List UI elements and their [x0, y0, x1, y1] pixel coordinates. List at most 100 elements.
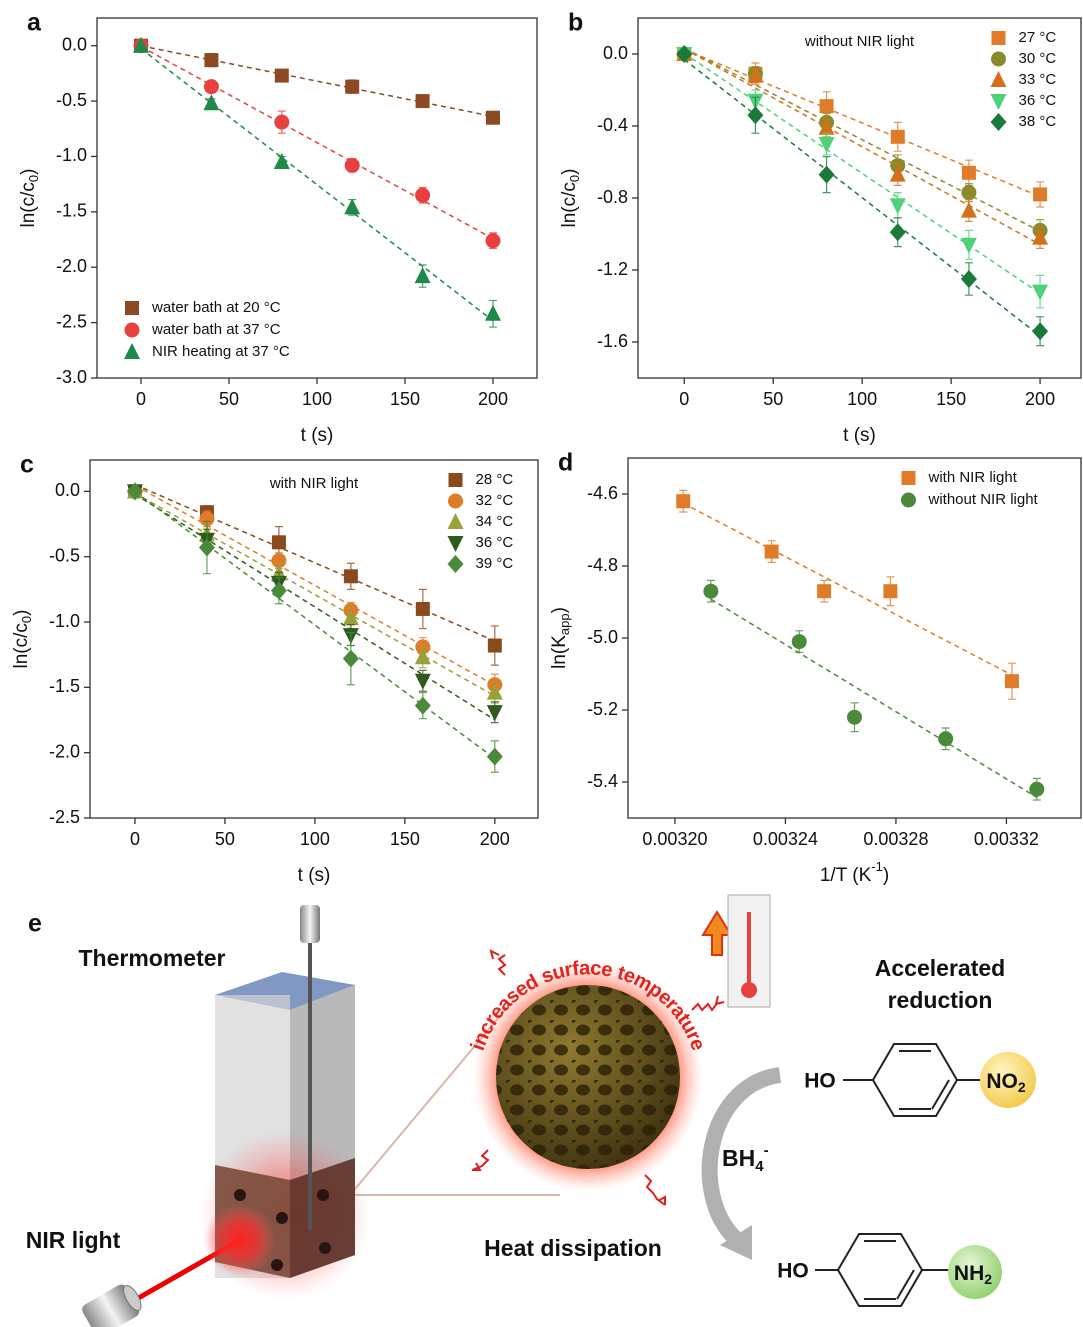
nitro-group — [980, 1052, 1036, 1108]
axis-label: t (s) — [298, 865, 331, 886]
marker — [486, 747, 503, 766]
label-tail: ) — [549, 607, 570, 613]
amino-label: NH2 — [954, 1262, 992, 1287]
fit-line — [683, 58, 1041, 337]
marker — [486, 683, 503, 700]
marker — [676, 45, 693, 63]
fit-line — [134, 483, 496, 642]
legend-label: 33 °C — [1019, 71, 1057, 88]
legend-marker — [901, 492, 916, 508]
marker — [273, 153, 290, 169]
legend-marker — [125, 301, 139, 315]
y-tick-label: -1.6 — [597, 331, 628, 351]
marker — [818, 165, 835, 184]
marker — [344, 157, 360, 173]
y-tick-label: 0.0 — [603, 43, 628, 63]
marker — [271, 553, 287, 569]
label-tail: ) — [883, 865, 889, 886]
label-sup: -1 — [871, 859, 883, 874]
marker — [818, 137, 835, 153]
label-sub: 0 — [19, 616, 34, 623]
marker — [344, 198, 361, 215]
reductant-sup: - — [764, 1142, 769, 1159]
marker — [274, 68, 289, 83]
marker — [883, 584, 898, 599]
sphere-pores — [496, 985, 680, 1169]
y-tick-label: -2.5 — [49, 807, 80, 827]
x-tick-label: 150 — [936, 389, 966, 409]
marker — [486, 110, 500, 125]
x-tick-label: 0 — [130, 829, 140, 849]
legend-label: 32 °C — [476, 492, 514, 509]
legend-label: 28 °C — [476, 471, 514, 488]
y-tick-label: -4.8 — [587, 555, 618, 575]
axis-label: ln(c/c0) — [559, 169, 582, 228]
marker — [847, 709, 862, 725]
label-sub: 0 — [567, 175, 582, 182]
plot-frame — [637, 17, 1082, 379]
fit-line — [683, 47, 1041, 233]
fit-line — [682, 502, 1013, 676]
label-base: ln(K — [549, 635, 570, 669]
marker — [791, 634, 807, 650]
reaction-arrow — [701, 1067, 782, 1244]
legend-label: without NIR light — [928, 491, 1039, 508]
label-sub: 0 — [26, 175, 41, 182]
marker — [204, 53, 219, 68]
fit-line — [683, 52, 1041, 295]
probe-head — [300, 905, 320, 943]
marker — [764, 544, 779, 559]
marker — [938, 731, 954, 747]
label-tail: ) — [18, 169, 39, 175]
axis-label: 1/T (K-1) — [820, 859, 889, 886]
laser-emitter — [82, 1284, 142, 1327]
marker — [345, 79, 360, 94]
x-tick-label: 50 — [215, 829, 235, 849]
y-tick-label: -2.0 — [49, 741, 80, 761]
marker — [1032, 284, 1049, 301]
marker — [414, 673, 431, 690]
up-arrow — [701, 910, 733, 956]
legend-label: water bath at 20 °C — [151, 299, 281, 316]
axis-label: ln(c/c0) — [11, 610, 34, 669]
axis-label: t (s) — [843, 425, 876, 446]
marker — [747, 66, 764, 83]
liquid — [290, 1158, 355, 1278]
marker — [819, 99, 834, 114]
y-tick-label: -0.5 — [56, 90, 87, 110]
nitro-sub: 2 — [1018, 1079, 1026, 1095]
reductant-sub: 4 — [755, 1158, 764, 1175]
marker — [414, 648, 431, 665]
thermometer-bulb — [741, 982, 757, 998]
y-tick-label: -1.5 — [49, 676, 80, 696]
y-tick-label: -2.0 — [56, 256, 87, 276]
x-tick-label: 0.00332 — [974, 829, 1039, 849]
legend-marker — [991, 31, 1006, 45]
x-tick-label: 0.00328 — [863, 829, 928, 849]
marker — [203, 79, 219, 95]
marker — [343, 569, 358, 584]
x-tick-label: 200 — [1025, 389, 1055, 409]
particles — [234, 1189, 331, 1271]
marker — [889, 198, 906, 215]
marker — [485, 304, 501, 321]
amino-sub: 2 — [984, 1271, 992, 1287]
label-tail: ) — [559, 169, 580, 175]
heat-arrows — [471, 949, 725, 1206]
legend-label: 34 °C — [476, 513, 514, 530]
nitro-base: NO — [986, 1070, 1018, 1093]
marker — [961, 185, 977, 201]
panel-label: c — [20, 451, 34, 479]
fit-line — [134, 492, 496, 697]
accelerated-label: Accelerated — [875, 955, 1005, 981]
marker — [198, 538, 215, 557]
thermometer-label: Thermometer — [79, 945, 226, 971]
marker — [817, 584, 832, 599]
nir-label: NIR light — [26, 1227, 121, 1253]
x-tick-label: 100 — [302, 389, 332, 409]
marker — [676, 494, 691, 509]
marker — [1004, 674, 1019, 689]
marker — [415, 601, 430, 616]
x-tick-label: 0.00324 — [753, 829, 818, 849]
laser-spot — [204, 1204, 276, 1276]
